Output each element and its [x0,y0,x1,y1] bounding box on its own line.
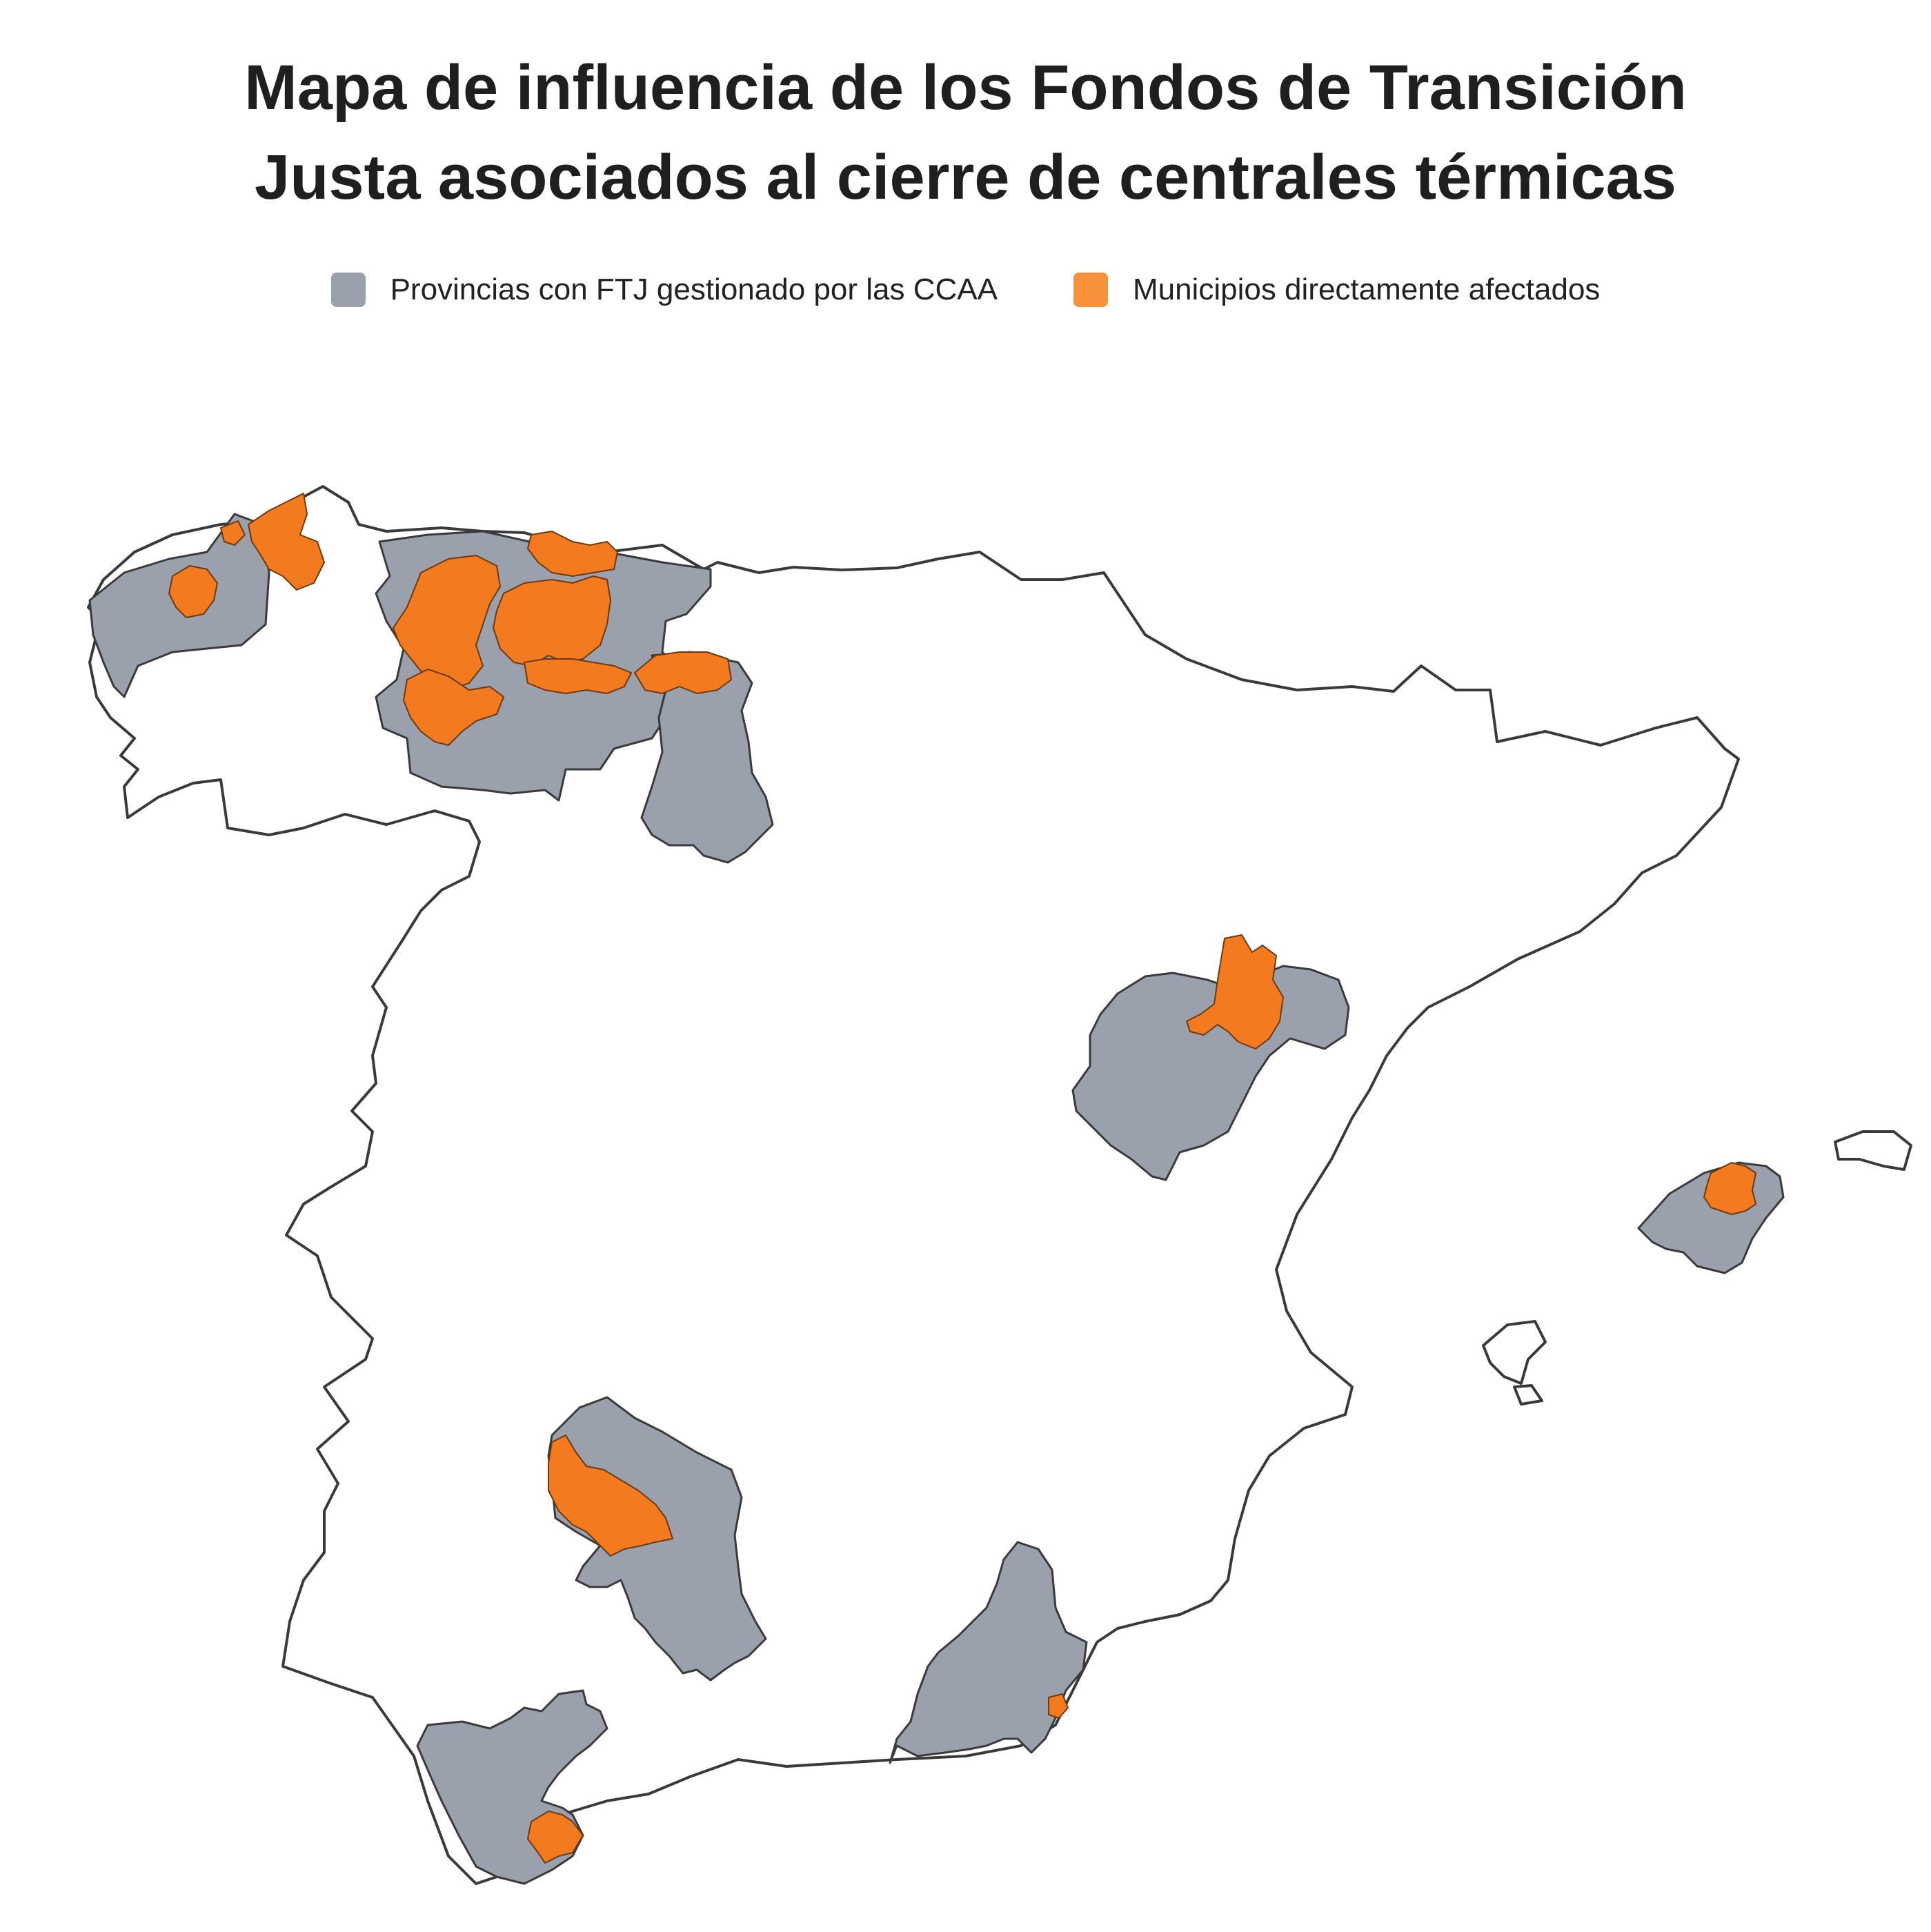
legend: Provincias con FTJ gestionado por las CC… [0,273,1931,307]
legend-item-municipalities: Municipios directamente afectados [1073,273,1600,307]
map-title-line-1: Mapa de influencia de los Fondos de Tran… [244,52,1687,123]
municipalities-carboneras [1048,1693,1069,1719]
spain-mainland-outline [87,485,1740,1885]
formentera-outline [1513,1384,1543,1406]
legend-label-municipalities: Municipios directamente afectados [1132,273,1601,306]
ibiza-outline [1482,1320,1547,1385]
legend-swatch-municipalities [1073,273,1108,307]
map-title: Mapa de influencia de los Fondos de Tran… [0,43,1931,222]
municipalities-palencia-north [634,651,732,694]
municipalities-asturias-east [527,531,618,577]
legend-label-provinces: Provincias con FTJ gestionado por las CC… [390,273,998,306]
province-palencia [640,651,774,864]
municipalities-ferrol-coast [220,520,246,546]
legend-item-provinces: Provincias con FTJ gestionado por las CC… [330,273,998,307]
menorca-outline [1834,1130,1912,1171]
municipalities-andorra-teruel [1186,934,1284,1049]
municipalities-los-barrios [527,1811,584,1864]
municipalities-asturias-central [493,575,611,667]
municipalities-meirama [168,565,218,618]
province-almeria [889,1541,1088,1764]
municipalities-leon-north [524,658,632,694]
municipalities-leon-bierzo [403,669,504,746]
municipalities-asturias-west [393,555,501,691]
legend-swatch-provinces [330,273,366,307]
municipalities-cordoba-north [548,1435,673,1557]
map-title-line-2: Justa asociados al cierre de centrales t… [255,142,1676,213]
municipalities-alcudia [1703,1162,1756,1215]
municipalities-as-pontes [248,493,325,591]
